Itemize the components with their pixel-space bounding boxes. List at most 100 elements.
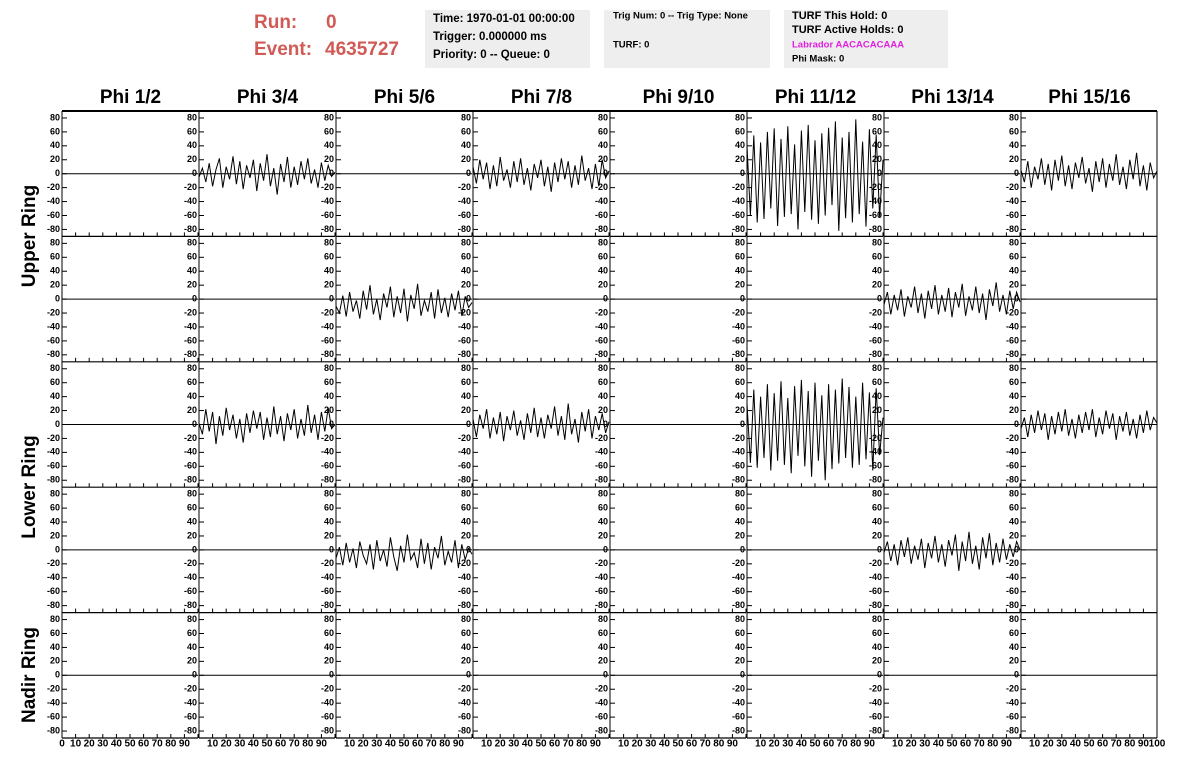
x-tick-label: 20 — [221, 739, 233, 750]
x-tick-label: 10 — [618, 739, 630, 750]
y-tick-label: 0 — [603, 168, 608, 178]
y-tick-label: 40 — [461, 140, 471, 150]
x-tick-label: 60 — [823, 739, 835, 750]
y-tick-label: 20 — [461, 405, 471, 415]
y-tick-label: 80 — [50, 112, 60, 122]
y-tick-label: 80 — [187, 112, 197, 122]
x-tick-label: 90 — [727, 739, 739, 750]
row-label: Upper Ring — [19, 185, 40, 287]
info-box — [425, 10, 590, 68]
y-tick-label: -80 — [595, 725, 608, 735]
y-tick-label: 60 — [461, 502, 471, 512]
row-label: Nadir Ring — [19, 627, 40, 723]
y-tick-label: -60 — [1006, 210, 1019, 220]
y-tick-label: 80 — [461, 614, 471, 624]
y-tick-label: 40 — [1009, 140, 1019, 150]
y-tick-label: 20 — [324, 656, 334, 666]
x-tick-label: 50 — [1083, 739, 1095, 750]
y-tick-label: 60 — [187, 377, 197, 387]
y-tick-label: 0 — [1014, 670, 1019, 680]
x-tick-label: 90 — [453, 739, 465, 750]
x-tick-label: 30 — [1056, 739, 1068, 750]
y-tick-label: -40 — [1006, 321, 1019, 331]
y-tick-label: -20 — [732, 182, 745, 192]
y-tick-label: -80 — [184, 725, 197, 735]
y-tick-label: 0 — [1014, 544, 1019, 554]
x-tick-label: 30 — [782, 739, 794, 750]
y-tick-label: 80 — [461, 112, 471, 122]
y-tick-label: 20 — [324, 405, 334, 415]
y-tick-label: 0 — [466, 419, 471, 429]
waveform — [1020, 409, 1158, 440]
waveform — [335, 283, 473, 322]
x-tick-label: 60 — [138, 739, 150, 750]
y-tick-label: -20 — [869, 558, 882, 568]
y-tick-label: 60 — [598, 502, 608, 512]
y-tick-label: 40 — [50, 140, 60, 150]
x-tick-label: 20 — [632, 739, 644, 750]
y-tick-label: -80 — [869, 475, 882, 485]
x-tick-label: 70 — [426, 739, 438, 750]
y-tick-label: 20 — [1009, 154, 1019, 164]
y-tick-label: -80 — [1006, 224, 1019, 234]
y-tick-label: -40 — [47, 321, 60, 331]
y-tick-label: 40 — [1009, 266, 1019, 276]
y-tick-label: -60 — [732, 711, 745, 721]
y-tick-label: 40 — [50, 642, 60, 652]
y-tick-label: 40 — [872, 516, 882, 526]
x-tick-label: 40 — [111, 739, 123, 750]
y-tick-label: 40 — [50, 391, 60, 401]
y-tick-label: 60 — [461, 377, 471, 387]
y-tick-label: -20 — [184, 307, 197, 317]
y-tick-label: 80 — [1009, 489, 1019, 499]
y-tick-label: 60 — [461, 126, 471, 136]
y-tick-label: 40 — [50, 266, 60, 276]
info-box — [604, 10, 770, 68]
y-tick-label: -60 — [1006, 335, 1019, 345]
x-tick-label: 80 — [987, 739, 999, 750]
column-header: Phi 9/10 — [643, 87, 715, 108]
y-tick-label: 40 — [598, 391, 608, 401]
column-header: Phi 15/16 — [1048, 87, 1130, 108]
y-tick-label: -60 — [1006, 586, 1019, 596]
y-tick-label: 0 — [55, 168, 60, 178]
y-tick-label: 80 — [187, 363, 197, 373]
x-tick-label: 50 — [261, 739, 273, 750]
y-tick-label: 60 — [461, 252, 471, 262]
y-tick-label: -20 — [1006, 182, 1019, 192]
x-tick-label: 80 — [576, 739, 588, 750]
y-tick-label: 0 — [603, 670, 608, 680]
y-tick-label: 0 — [329, 670, 334, 680]
y-tick-label: 80 — [1009, 614, 1019, 624]
y-tick-label: 60 — [324, 502, 334, 512]
y-tick-label: -60 — [458, 335, 471, 345]
y-tick-label: -80 — [595, 475, 608, 485]
x-tick-label: 80 — [302, 739, 314, 750]
y-tick-label: 40 — [461, 391, 471, 401]
x-tick-label: 70 — [974, 739, 986, 750]
y-tick-label: -60 — [869, 711, 882, 721]
waveform — [198, 404, 336, 445]
y-tick-label: 20 — [872, 280, 882, 290]
y-tick-label: -40 — [869, 321, 882, 331]
y-tick-label: -40 — [321, 572, 334, 582]
y-tick-label: -20 — [47, 433, 60, 443]
y-tick-label: -20 — [869, 433, 882, 443]
y-tick-label: -40 — [869, 698, 882, 708]
y-tick-label: 20 — [735, 154, 745, 164]
y-tick-label: 60 — [598, 377, 608, 387]
y-tick-label: -40 — [321, 196, 334, 206]
y-tick-label: -80 — [1006, 475, 1019, 485]
y-tick-label: 40 — [735, 266, 745, 276]
y-tick-label: 40 — [735, 642, 745, 652]
x-tick-label: 90 — [316, 739, 328, 750]
y-tick-label: -60 — [869, 461, 882, 471]
y-tick-label: -60 — [321, 461, 334, 471]
x-tick-label: 20 — [358, 739, 370, 750]
y-tick-label: -40 — [595, 196, 608, 206]
y-tick-label: -80 — [595, 349, 608, 359]
y-tick-label: 40 — [461, 642, 471, 652]
x-tick-label: 60 — [1097, 739, 1109, 750]
y-tick-label: 80 — [872, 112, 882, 122]
column-header: Phi 5/6 — [374, 87, 435, 108]
